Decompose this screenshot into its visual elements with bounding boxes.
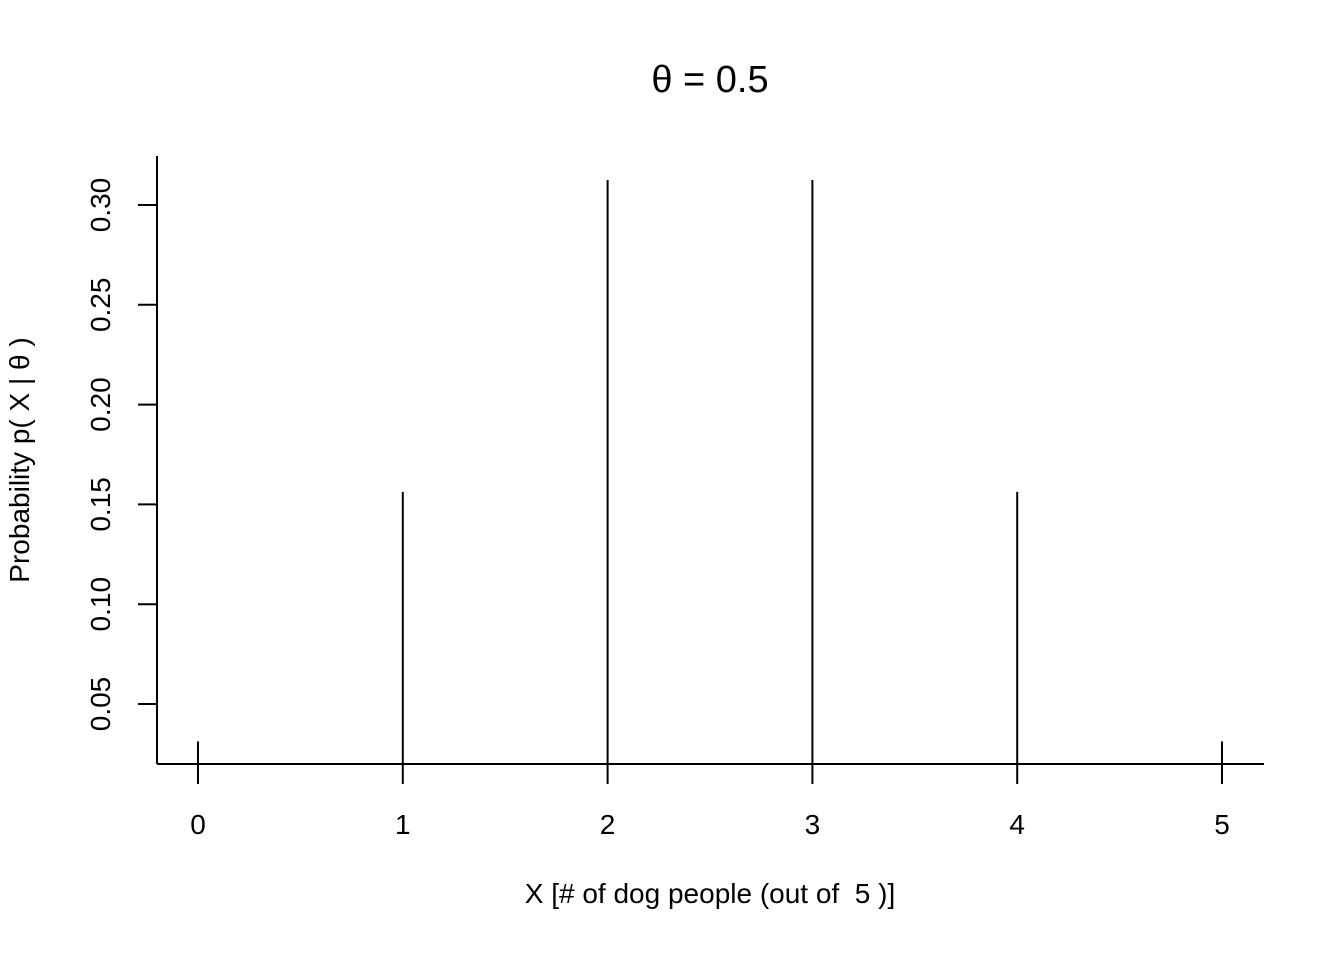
y-axis-ticks: 0.05 0.10 0.15 0.20 0.25 0.30 [85,178,157,732]
y-tick-label: 0.30 [85,178,116,233]
x-tick-label: 4 [1009,809,1025,840]
y-tick-label: 0.25 [85,278,116,333]
y-axis-label: Probability p( X | θ ) [4,337,35,582]
x-axis-label: X [# of dog people (out of 5 )] [525,878,895,909]
x-tick-label: 0 [190,809,206,840]
x-axis-ticks: 0 1 2 3 4 5 [190,809,1230,840]
y-tick-label: 0.05 [85,677,116,732]
x-tick-label: 3 [805,809,821,840]
chart-title: θ = 0.5 [651,59,768,101]
y-tick-label: 0.20 [85,377,116,432]
y-tick-label: 0.15 [85,477,116,532]
x-tick-label: 2 [600,809,616,840]
probability-spikes [197,180,1223,784]
y-tick-label: 0.10 [85,577,116,632]
x-tick-label: 1 [395,809,411,840]
x-tick-label: 5 [1214,809,1230,840]
